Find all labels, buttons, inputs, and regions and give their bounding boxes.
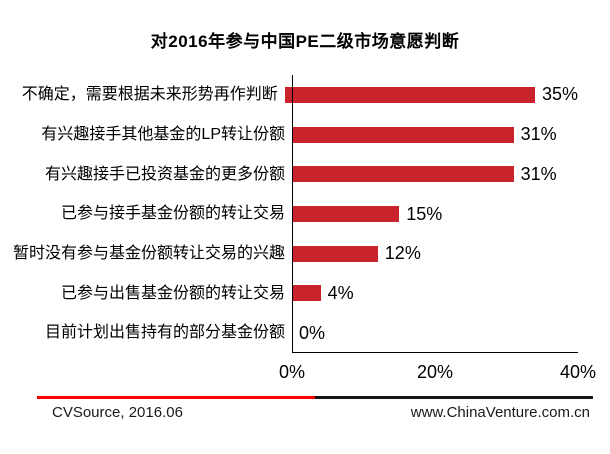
category-label: 有兴趣接手其他基金的LP转让份额 (41, 125, 285, 143)
category-label: 暂时没有参与基金份额转让交易的兴趣 (12, 244, 285, 262)
x-tick-label: 20% (416, 362, 454, 382)
value-label: 31% (520, 163, 557, 184)
value-label: 35% (541, 84, 578, 105)
bar (292, 245, 378, 262)
footer-divider-black (315, 396, 593, 399)
x-tick-label: 40% (559, 362, 597, 382)
value-label: 12% (384, 243, 421, 264)
bar (292, 126, 514, 143)
bar-area: 12% (292, 234, 578, 274)
bar-rows: 不确定，需要根据未来形势再作判断 35% 有兴趣接手其他基金的LP转让份额 31% 有兴… (0, 75, 578, 353)
x-tick-label: 0% (278, 362, 306, 382)
bar (284, 86, 535, 103)
value-label: 4% (327, 282, 354, 303)
bar-area: 31% (292, 154, 578, 194)
bar-area: 15% (292, 194, 578, 234)
value-label: 31% (520, 124, 557, 145)
bar-row: 已参与接手基金份额的转让交易 15% (0, 194, 578, 234)
bar-row: 已参与出售基金份额的转让交易 4% (0, 274, 578, 314)
category-label: 不确定，需要根据未来形势再作判断 (21, 86, 278, 104)
website-link[interactable]: www.ChinaVenture.com.cn (410, 404, 590, 421)
bar-area: 35% (284, 75, 578, 115)
bar (292, 285, 321, 302)
bar-row: 有兴趣接手已投资基金的更多份额 31% (0, 154, 578, 194)
category-label: 已参与出售基金份额的转让交易 (60, 284, 285, 302)
bar (292, 206, 400, 223)
y-axis-line (292, 75, 293, 353)
category-label: 已参与接手基金份额的转让交易 (60, 205, 285, 223)
value-label: 15% (406, 203, 443, 224)
bar-area: 0% (292, 313, 578, 353)
bar-row: 不确定，需要根据未来形势再作判断 35% (0, 75, 578, 115)
bar-row: 暂时没有参与基金份额转让交易的兴趣 12% (0, 234, 578, 274)
footer-divider-red (37, 396, 315, 399)
source-label: CVSource, 2016.06 (52, 404, 183, 421)
value-label: 0% (299, 322, 326, 343)
bar-area: 4% (292, 274, 578, 314)
bar-row: 有兴趣接手其他基金的LP转让份额 31% (0, 115, 578, 155)
bar-area: 31% (292, 115, 578, 155)
bar-row: 目前计划出售持有的部分基金份额 0% (0, 313, 578, 353)
x-axis-line (292, 352, 578, 353)
bar (292, 166, 514, 183)
chart-title: 对2016年参与中国PE二级市场意愿判断 (150, 32, 460, 51)
category-label: 有兴趣接手已投资基金的更多份额 (44, 165, 285, 183)
category-label: 目前计划出售持有的部分基金份额 (44, 324, 285, 342)
